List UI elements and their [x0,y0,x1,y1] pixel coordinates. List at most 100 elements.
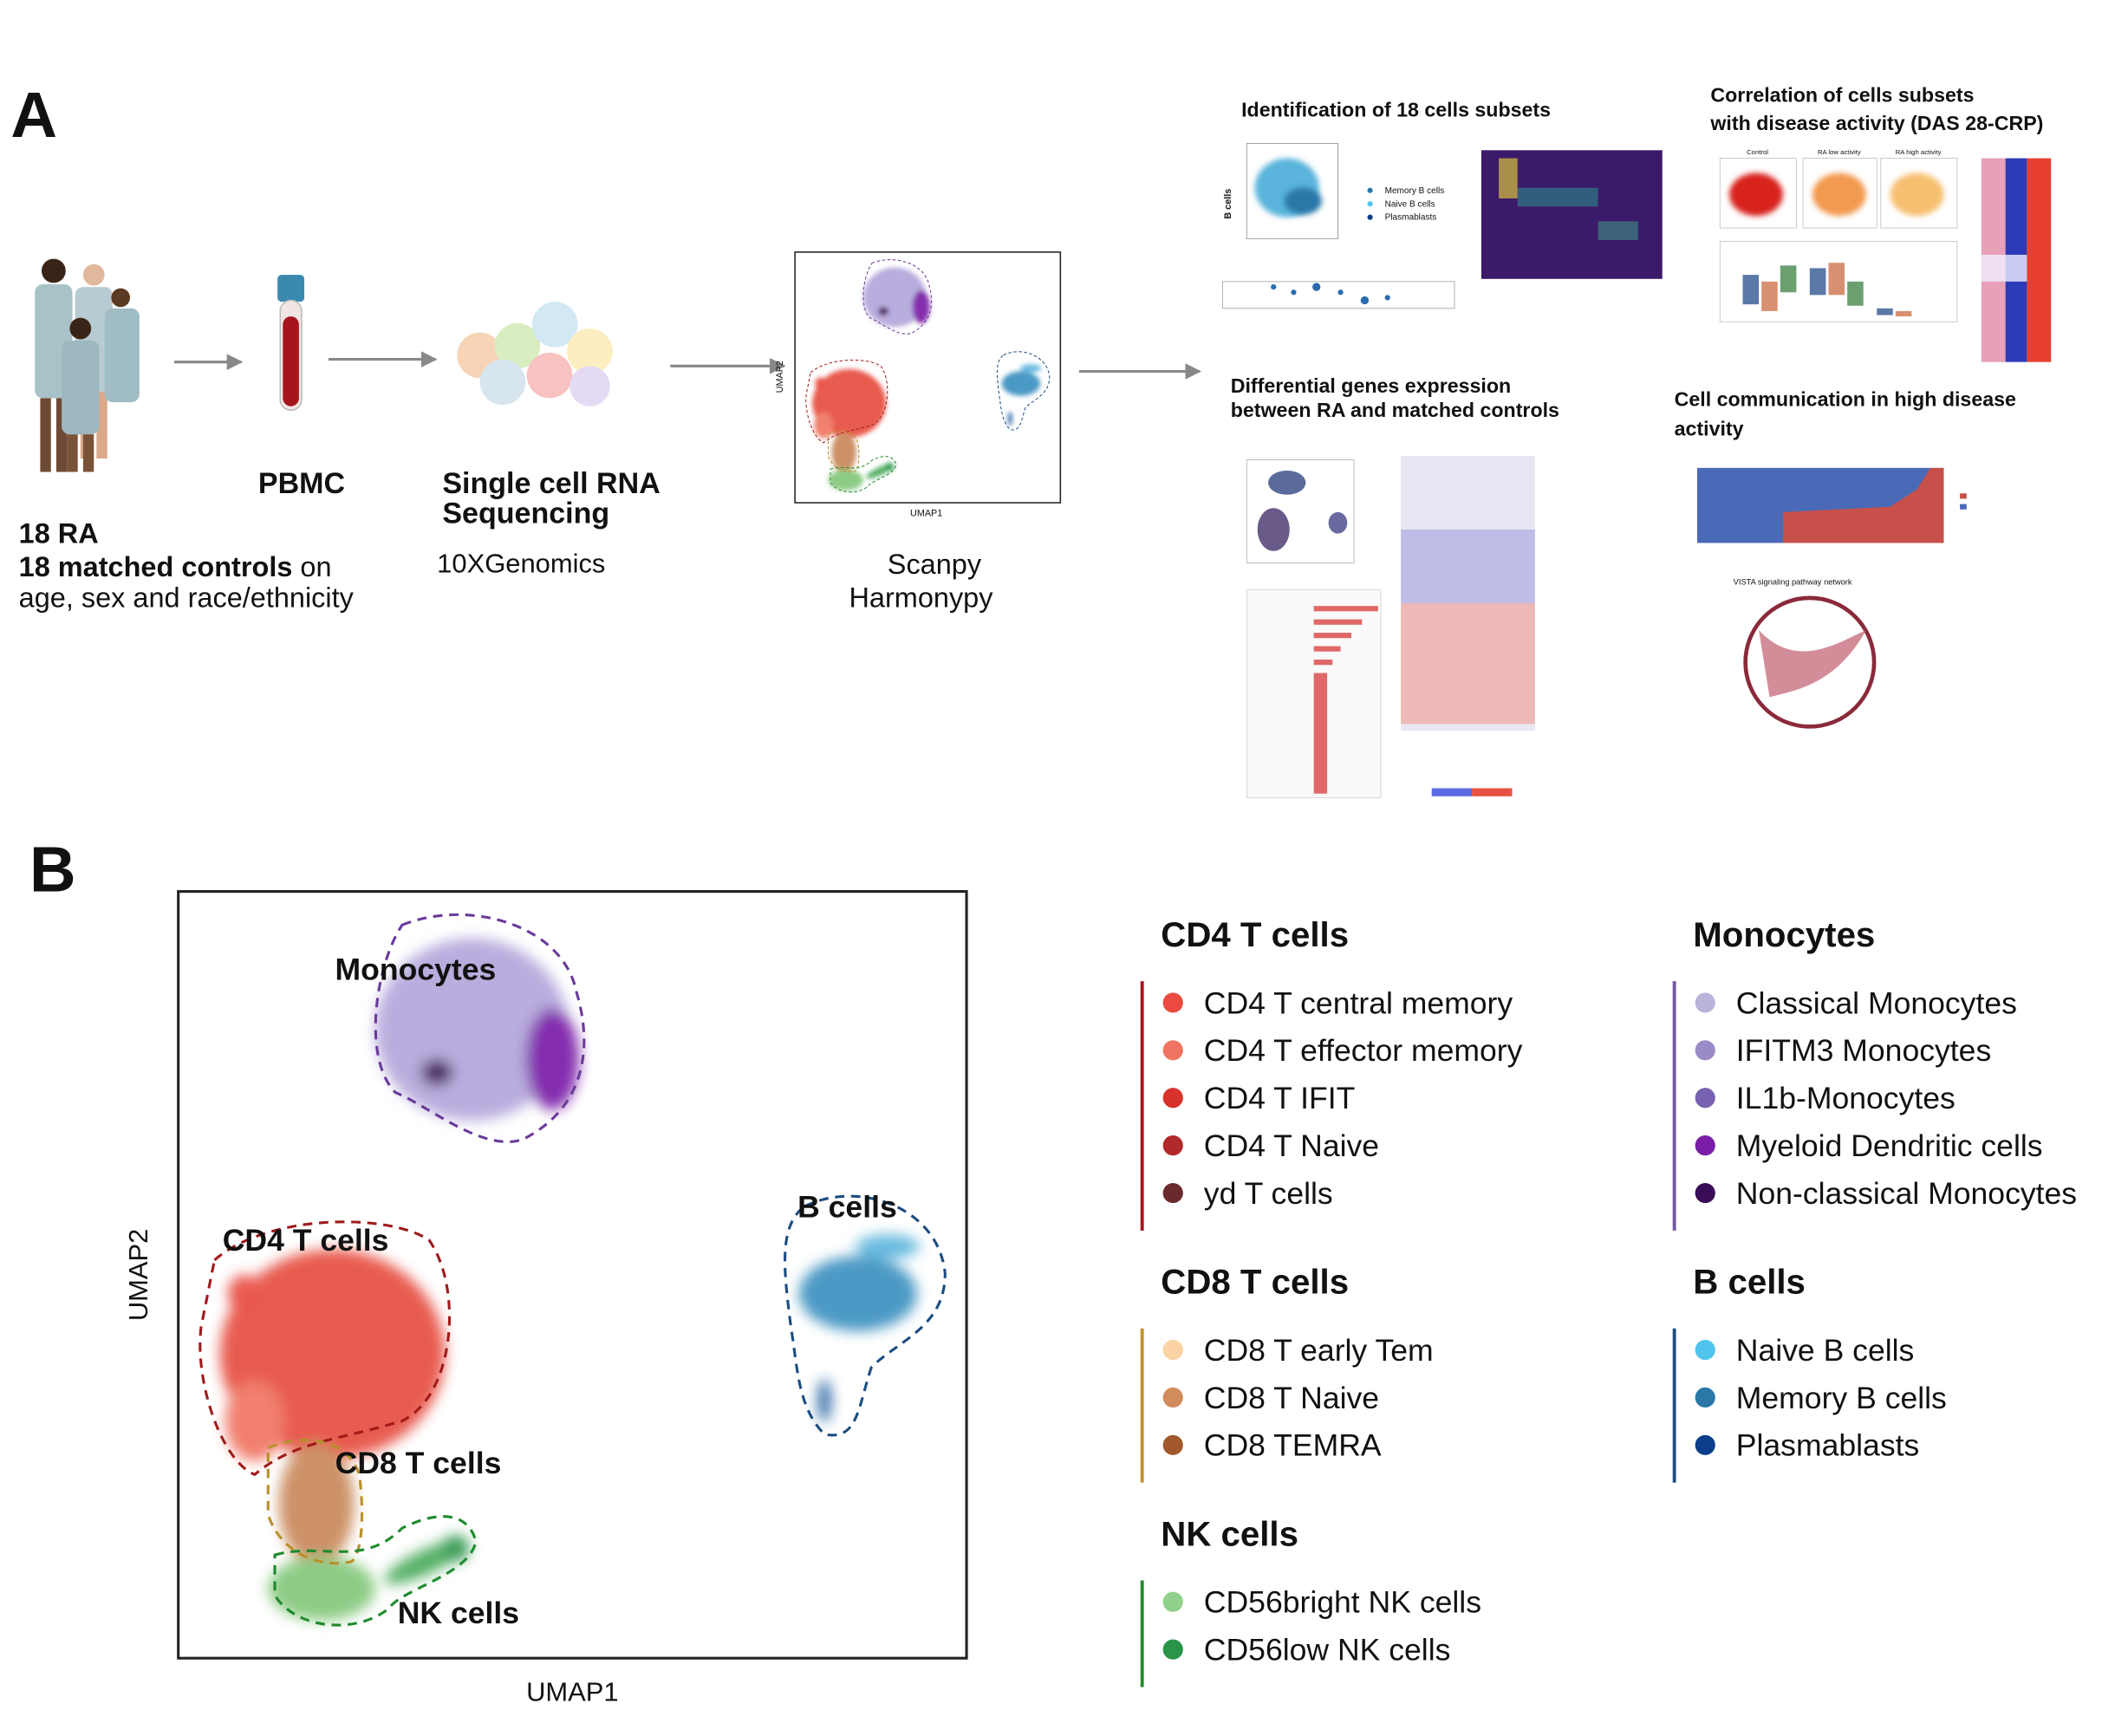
thumb-legend: Plasmablasts [1385,213,1437,223]
axis-label: UMAP2 [775,361,785,393]
legend-dot [1162,992,1183,1013]
correlation-thumbnail [1719,158,2052,362]
legend-item: yd T cells [1204,1176,1333,1211]
cells-illustration-part [531,302,578,348]
legend: CD4 T cells CD4 T central memory CD4 T eff… [1140,915,2077,1687]
correlation-thumbnail-part [1812,172,1866,217]
patients-text: age, sex and race/ethnicity [19,582,355,614]
legend-dot [1162,1040,1183,1061]
differential-thumbnail-part-part [1313,606,1378,612]
thumb-label: RA high activity [1896,148,1942,156]
legend-item: CD8 TEMRA [1204,1428,1382,1463]
tool-label: Harmonypy [849,582,993,614]
cells-illustration [457,302,613,406]
patients-illustration-part [69,317,92,340]
legend-item: CD4 T effector memory [1204,1033,1523,1068]
result-title: activity [1675,418,1744,440]
result-title: Correlation of cells subsets [1710,84,1974,107]
cells-illustration-part [567,328,613,374]
cells-illustration-part [479,359,526,406]
identification-thumbnail-part-part [1291,289,1297,296]
legend-group-title: CD4 T cells [1161,915,1349,954]
differential-thumbnail-part-part [1313,660,1333,666]
legend-dot [1695,992,1715,1013]
cells-illustration-part [569,366,610,406]
legend-dot [1162,1135,1183,1156]
correlation-thumbnail-part [1780,265,1797,293]
differential-thumbnail [1246,455,1535,798]
patients-text: 18 matched controls on [19,551,332,582]
legend-dot [1695,1339,1715,1361]
legend-dot [1695,1135,1715,1156]
result-title: between RA and matched controls [1231,399,1559,421]
legend-item: Plasmablasts [1736,1428,1919,1463]
communication-thumbnail-part [1960,493,1967,499]
legend-dot [1162,1387,1183,1408]
patients-illustration-part [82,434,94,472]
patients-illustration-part [41,258,66,283]
correlation-thumbnail-part [1761,281,1778,311]
differential-thumbnail-part [1328,511,1348,534]
cluster-label: Monocytes [335,953,497,987]
patients-text: 18 matched controls [19,551,293,582]
differential-thumbnail-part-part [1313,633,1351,639]
legend-dot [1695,1040,1715,1061]
differential-thumbnail-part [1401,529,1535,604]
identification-thumbnail-part-part [1384,295,1390,301]
step-label: PBMC [258,467,345,500]
legend-item: CD4 T Naive [1204,1128,1379,1163]
patients-illustration-part [62,340,100,435]
identification-thumbnail-part [1499,158,1518,198]
panel-label: B [29,834,76,906]
identification-thumbnail-part [1517,187,1598,207]
tool-label: Scanpy [888,549,982,580]
step-label: 10XGenomics [437,548,605,578]
communication-thumbnail-part [1782,467,1944,543]
identification-thumbnail-part-part [1337,289,1344,296]
legend-dot [1695,1434,1715,1455]
patients-illustration-part [67,434,78,472]
blood-tube [277,275,305,412]
legend-item: IFITM3 Monocytes [1736,1033,1991,1068]
result-title: Differential genes expression [1231,374,1511,397]
legend-group-title: Monocytes [1693,915,1875,954]
result-title: Identification of 18 cells subsets [1241,99,1551,121]
differential-thumbnail-part [1431,788,1473,796]
legend-item: Memory B cells [1736,1381,1947,1415]
axis-label: UMAP1 [910,509,942,519]
step-label: Single cell RNA [442,467,660,500]
legend-item: CD56low NK cells [1204,1633,1451,1668]
thumb-label: Control [1747,148,1768,156]
axis-label: UMAP1 [526,1677,619,1707]
result-title: with disease activity (DAS 28-CRP) [1709,112,2043,134]
legend-item: Non-classical Monocytes [1736,1176,2077,1211]
legend-group-title: CD8 T cells [1161,1263,1349,1302]
patients-illustration-part [104,308,140,403]
identification-thumbnail-part-part [1271,283,1277,290]
legend-dot [1695,1088,1715,1109]
cluster-label: NK cells [398,1596,519,1630]
thumb-label: B cells [1223,189,1233,219]
identification-thumbnail-part [1598,221,1638,240]
identification-thumbnail-part [1222,281,1455,309]
correlation-thumbnail-part [1828,263,1845,296]
identification-thumbnail-part [1367,214,1373,220]
legend-item: CD8 T early Tem [1204,1333,1434,1368]
blood-tube-part [277,275,305,302]
differential-thumbnail-part [1401,603,1535,725]
legend-item: Myeloid Dendritic cells [1736,1128,2043,1163]
differential-thumbnail-part-part [1313,673,1328,794]
patients-illustration [35,258,140,472]
legend-dot [1162,1591,1183,1612]
thumb-legend: Naive B cells [1385,199,1435,209]
cells-illustration-part [494,322,541,369]
correlation-thumbnail-part [1742,275,1760,305]
differential-thumbnail-part-part [1313,646,1341,652]
legend-group-title: B cells [1693,1263,1806,1302]
step-label: Sequencing [442,497,609,530]
differential-thumbnail-part-part [1313,619,1363,625]
identification-thumbnail [1222,143,1663,309]
legend-dot [1695,1182,1715,1204]
communication-thumbnail [1696,467,1967,729]
